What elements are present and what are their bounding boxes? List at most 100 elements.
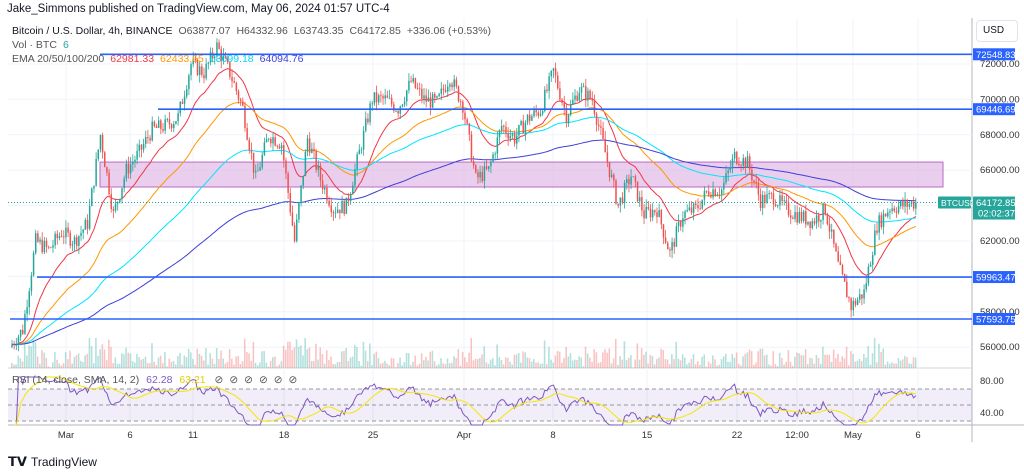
volume-bar — [317, 359, 319, 368]
candle-body — [604, 138, 606, 153]
candle-body — [434, 94, 436, 98]
ema-label[interactable]: EMA 20/50/100/200 — [12, 53, 105, 65]
volume-bar — [785, 361, 787, 368]
volume-bar — [701, 356, 703, 368]
volume-bar — [265, 362, 268, 368]
candle-body — [244, 105, 246, 129]
candle-body — [610, 174, 613, 177]
price-tick-label: 68000.00 — [980, 130, 1020, 141]
volume-bar — [750, 351, 753, 368]
volume-bar — [366, 361, 369, 368]
volume-bar — [97, 355, 99, 368]
volume-bar — [250, 360, 252, 368]
candle-body — [753, 180, 755, 182]
volume-label[interactable]: Vol · BTC — [12, 39, 57, 51]
volume-bar — [576, 360, 578, 368]
volume-bar — [796, 352, 798, 368]
volume-bar — [405, 352, 408, 368]
volume-bar — [517, 353, 520, 368]
candle-body — [43, 240, 46, 253]
volume-bar — [356, 346, 358, 368]
volume-bar — [845, 346, 848, 368]
volume-bar — [461, 351, 464, 368]
candle-body — [815, 215, 818, 224]
volume-bar — [584, 346, 587, 368]
candle-body — [41, 239, 43, 253]
candle-body — [39, 239, 41, 242]
volume-bar — [394, 367, 397, 368]
x-tick-label: 22 — [732, 430, 743, 441]
candle-body — [789, 215, 792, 218]
candle-body — [492, 154, 494, 162]
candle-body — [416, 87, 419, 89]
candle-body — [313, 148, 315, 152]
volume-bar — [543, 340, 546, 368]
candle-body — [899, 201, 902, 207]
volume-bar — [442, 363, 444, 368]
volume-bar — [703, 354, 705, 368]
candle-body — [608, 161, 611, 177]
volume-bar — [716, 365, 718, 368]
candle-body — [30, 275, 33, 292]
candle-body — [528, 114, 531, 121]
volume-bar — [369, 343, 371, 368]
candle-body — [792, 217, 794, 219]
symbol-title[interactable]: Bitcoin / U.S. Dollar, 4h, BINANCE — [12, 25, 173, 37]
candle-body — [22, 329, 24, 334]
volume-bar — [653, 364, 656, 368]
volume-bar — [720, 359, 723, 368]
volume-bar — [636, 343, 639, 368]
volume-bar — [196, 348, 199, 368]
volume-bar — [878, 343, 880, 368]
candle-body — [887, 212, 889, 217]
candle-body — [701, 199, 704, 209]
volume-bar — [159, 355, 162, 368]
volume-bar — [282, 345, 285, 368]
x-tick-label: 8 — [550, 430, 555, 441]
candle-body — [718, 194, 721, 196]
volume-bar — [658, 357, 660, 368]
ohlc-open: O63877.07 — [178, 25, 231, 37]
volume-bar — [13, 364, 15, 368]
volume-bar — [293, 347, 296, 368]
candle-body — [330, 205, 333, 213]
candle-body — [479, 171, 481, 178]
candle-body — [86, 219, 89, 229]
volume-bar — [276, 366, 278, 368]
candle-body — [45, 240, 48, 247]
candle-body — [462, 101, 464, 113]
volume-bar — [21, 361, 24, 368]
candle-body — [267, 138, 270, 140]
currency-selector[interactable]: USD — [976, 20, 1018, 42]
candle-body — [328, 200, 330, 206]
volume-bar — [235, 356, 237, 368]
volume-bar — [112, 363, 114, 368]
volume-bar — [679, 360, 682, 368]
candle-body — [580, 86, 583, 93]
candle-body — [628, 179, 630, 185]
rsi-label[interactable]: RSI (14, close, SMA, 14, 2) — [12, 374, 140, 386]
candle-body — [636, 181, 639, 202]
candle-body — [233, 81, 235, 83]
candle-body — [891, 208, 893, 212]
candle-body — [308, 138, 311, 153]
candle-body — [494, 153, 496, 155]
volume-bar — [323, 363, 326, 368]
price-tick-label: 72000.00 — [980, 59, 1020, 70]
volume-bar — [11, 363, 13, 368]
candle-body — [179, 101, 182, 114]
footer-brand: TradingView — [30, 455, 97, 469]
candle-body — [638, 197, 641, 202]
candle-body — [861, 294, 863, 299]
candle-body — [548, 76, 550, 91]
volume-value: 6 — [62, 39, 69, 51]
volume-bar — [362, 341, 365, 368]
candle-body — [658, 210, 660, 217]
volume-bar — [43, 352, 45, 368]
candle-body — [852, 300, 855, 311]
volume-bar — [248, 353, 250, 368]
candle-body — [129, 164, 132, 174]
volume-bar — [185, 357, 188, 368]
candle-body — [863, 289, 865, 299]
